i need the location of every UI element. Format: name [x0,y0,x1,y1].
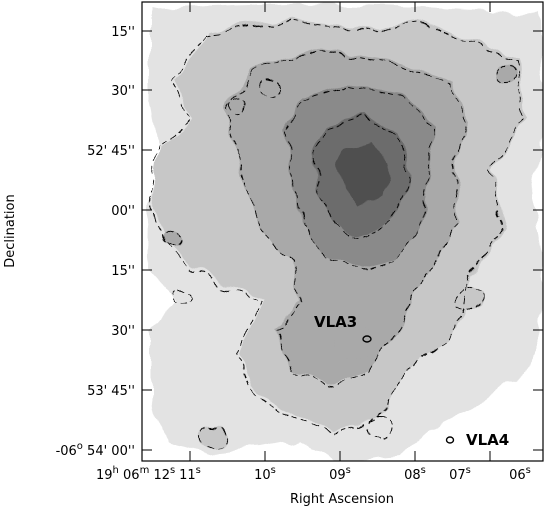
ra-tick-label: 08s [404,465,426,483]
dec-ticks [142,30,543,451]
dashed-contours [149,21,523,445]
ra-tick-label: 09s [329,465,351,483]
dec-tick-label: 30'' [111,84,135,99]
y-axis-title: Declination [3,194,18,268]
vla3-contour [362,335,372,343]
source-label-vla4: VLA4 [466,431,509,449]
ra-tick-label: 10s [254,465,276,483]
vla4-contour [445,436,455,444]
ra-tick-label-first: 19h 06m 12s [96,465,175,483]
ra-tick-label: 11s [179,465,201,483]
ra-ticks [189,2,491,461]
dec-tick-label-last: -06o 54' 00'' [56,441,135,459]
x-axis-title: Right Ascension [290,492,394,507]
dec-tick-label: 15'' [111,264,135,279]
ra-tick-label: 07s [449,465,471,483]
ra-tick-label: 06s [509,465,531,483]
dec-tick-label: 53' 45'' [87,384,135,399]
plot-frame [141,1,544,462]
source-label-vla3: VLA3 [314,313,357,331]
dec-tick-label: 52' 45'' [87,144,135,159]
dec-tick-label: 15'' [111,25,135,40]
emission-greyscale [148,4,543,461]
dec-tick-label: 00'' [111,204,135,219]
dec-tick-label: 30'' [111,324,135,339]
emission-level-6 [338,142,388,205]
